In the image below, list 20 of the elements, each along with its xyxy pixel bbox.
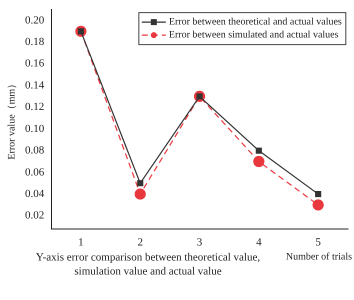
y-tick-label: 0.20 <box>25 14 45 26</box>
x-tick-label: 1 <box>78 236 84 248</box>
y-axis-title: Error value（mm） <box>6 78 18 160</box>
x-axis-title: Number of trials <box>286 251 352 262</box>
legend-label: Error between theoretical and actual values <box>168 16 342 28</box>
y-tick-label: 0.06 <box>25 166 45 178</box>
y-tick-label: 0.02 <box>25 210 44 222</box>
y-tick-label: 0.18 <box>25 36 45 48</box>
y-tick-label: 0.12 <box>25 101 44 114</box>
x-tick-label: 2 <box>137 236 143 248</box>
y-tick-label: 0.14 <box>25 79 45 92</box>
legend-label: Error between simulated and actual values <box>168 30 339 41</box>
text: Y-axis error comparison between theoretical value, simulation value and actual value <box>36 252 260 278</box>
x-tick-label: 5 <box>315 236 322 248</box>
y-tick-label: 0.16 <box>25 58 45 70</box>
y-tick-label: 0.04 <box>25 188 45 200</box>
x-tick-label: 4 <box>256 236 262 248</box>
x-tick-label: 3 <box>196 236 203 248</box>
y-tick-label: 0.08 <box>25 144 45 157</box>
y-tick-label: 0.10 <box>25 122 45 135</box>
